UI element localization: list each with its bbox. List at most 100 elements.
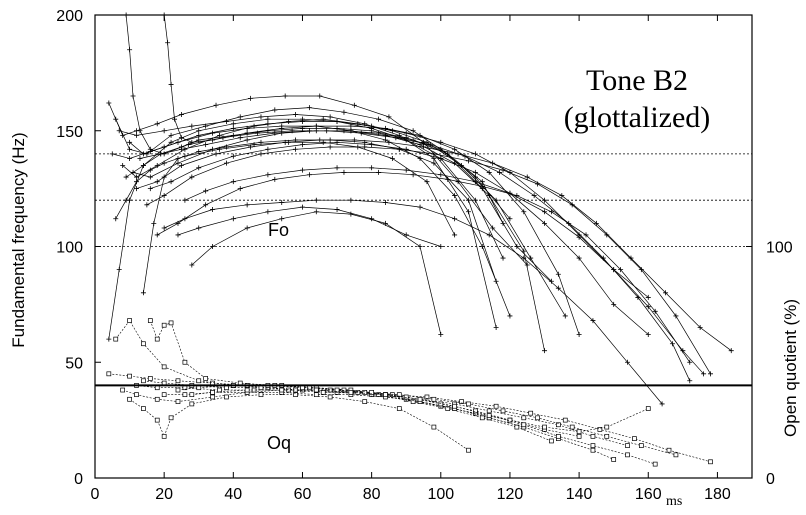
oq-data-point [556, 433, 561, 439]
fo-data-point [213, 102, 219, 108]
fo-data-point [313, 197, 319, 203]
fo-data-point [687, 359, 693, 365]
fo-data-point [611, 301, 617, 307]
fo-data-point [358, 130, 364, 136]
chart-subtitle: (glottalized) [564, 101, 711, 134]
fo-data-point [154, 121, 160, 127]
fo-data-point [590, 318, 596, 324]
x-axis-ticks: 0 20 40 60 80 100 120 140 160 180 [91, 15, 731, 503]
fo-data-point [593, 220, 599, 226]
fo-data-point [604, 232, 610, 238]
fo-data-point [479, 183, 485, 189]
fo-data-point [189, 262, 195, 268]
x-tick-label: 20 [155, 486, 173, 503]
oq-data-point [127, 318, 132, 323]
fo-data-point [168, 179, 174, 185]
x-tick-label: 40 [224, 486, 242, 503]
fo-data-point [133, 174, 139, 180]
oq-data-point [556, 422, 561, 428]
fo-data-point [431, 160, 437, 166]
fo-data-point [673, 313, 679, 319]
fo-data-point [265, 116, 271, 122]
fo-data-point [313, 209, 319, 215]
fo-data-point [182, 216, 188, 222]
fo-data-point [210, 244, 216, 249]
fo-data-point [625, 359, 631, 365]
fo-data-point [697, 325, 703, 331]
oq-data-point [189, 401, 195, 407]
oq-series-line [122, 389, 628, 446]
fo-data-point [452, 146, 458, 152]
fo-data-point [293, 137, 299, 143]
fo-data-point [251, 142, 257, 148]
fo-data-point [507, 313, 513, 319]
fo-data-point [479, 179, 485, 185]
oq-series-group [106, 318, 713, 467]
oq-data-point [362, 399, 368, 404]
fo-data-point [403, 167, 409, 173]
oq-data-point [507, 417, 513, 423]
fo-data-point [203, 202, 209, 208]
fo-data-point [535, 181, 541, 187]
oq-data-point [161, 392, 167, 398]
oq-data-point [348, 389, 354, 395]
fo-data-point [663, 290, 669, 296]
fo-data-point [147, 186, 153, 192]
oq-data-point [445, 406, 451, 411]
oq-data-point [417, 396, 423, 402]
oq-data-point [313, 392, 319, 398]
fo-data-point [645, 331, 651, 337]
fo-data-point [161, 160, 167, 166]
fo-data-point [196, 128, 202, 134]
fo-data-point [306, 128, 312, 134]
oq-data-point [154, 396, 160, 402]
fo-data-point [189, 139, 195, 145]
fo-data-point [282, 93, 288, 99]
oq-data-point [189, 392, 195, 398]
x-tick-label: 140 [566, 486, 593, 503]
fo-data-point [230, 179, 236, 185]
fo-data-point [293, 112, 299, 118]
fo-data-point [123, 197, 129, 203]
fo-data-point [161, 225, 167, 231]
fo-data-point [313, 123, 319, 129]
oq-data-point [390, 392, 395, 398]
fo-data-point [417, 132, 423, 138]
fo-data-point [182, 153, 188, 159]
oq-data-point [466, 401, 471, 407]
fo-data-point [669, 341, 675, 347]
fo-data-point [168, 139, 174, 145]
fo-data-point [113, 116, 119, 122]
fo-data-point [490, 160, 496, 166]
fo-data-point [369, 142, 375, 148]
fo-data-point [113, 216, 119, 222]
fo-data-point [120, 162, 126, 168]
fo-data-point [178, 146, 184, 152]
fo-data-point [127, 156, 133, 162]
oq-data-point [562, 417, 568, 423]
fo-data-point [362, 139, 368, 145]
oq-data-point [313, 387, 319, 393]
fo-series-line [136, 139, 732, 351]
fo-data-point [472, 197, 478, 203]
fo-data-point [151, 220, 157, 226]
oq-data-point [632, 436, 637, 441]
fo-data-point [178, 162, 184, 168]
y-tick-label: 100 [56, 240, 83, 257]
fo-data-point [396, 146, 402, 152]
fo-data-point [230, 216, 236, 222]
fo-data-point [500, 220, 506, 226]
x-tick-label: 60 [294, 486, 312, 503]
oq-data-point [217, 387, 222, 393]
oq-data-point [459, 399, 464, 404]
oq-data-point [576, 433, 582, 439]
oq-data-point [106, 371, 112, 377]
y2-axis-ticks: 0 100 [746, 240, 793, 488]
oq-data-point [708, 459, 713, 465]
fo-series-line [164, 199, 663, 405]
fo-data-point [562, 313, 568, 319]
fo-data-point [265, 172, 271, 178]
fo-data-point [542, 209, 548, 215]
oq-data-point [638, 443, 644, 448]
fo-data-point [158, 151, 164, 157]
